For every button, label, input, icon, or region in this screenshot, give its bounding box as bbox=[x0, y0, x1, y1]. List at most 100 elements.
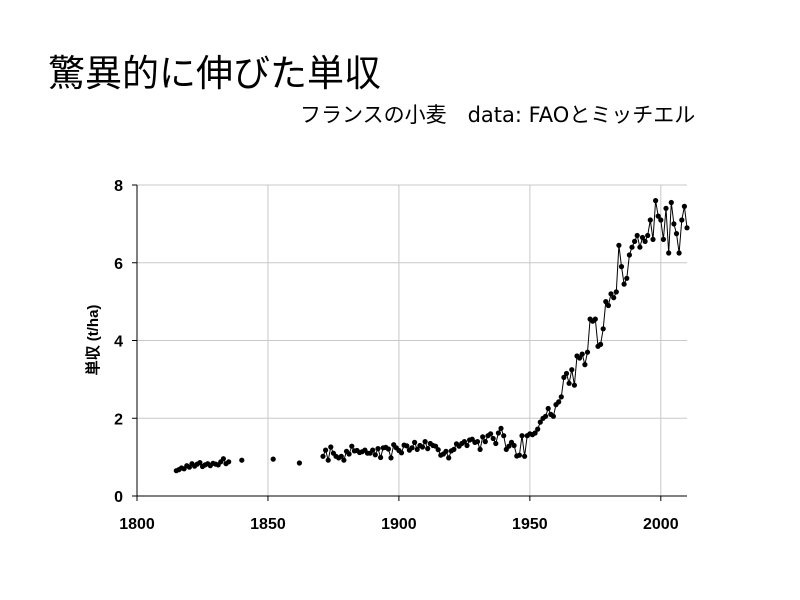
data-point bbox=[404, 443, 410, 449]
data-point bbox=[535, 426, 541, 432]
data-points bbox=[173, 198, 690, 474]
data-point bbox=[226, 459, 232, 465]
data-point bbox=[613, 289, 619, 295]
data-point bbox=[419, 444, 426, 450]
data-point bbox=[480, 434, 486, 440]
data-point bbox=[409, 445, 415, 451]
data-point bbox=[414, 446, 420, 452]
data-point bbox=[370, 447, 376, 453]
chart-subtitle: フランスの小麦 data: FAOとミッチエル bbox=[300, 103, 696, 127]
data-point bbox=[385, 446, 391, 452]
x-tick-label: 1900 bbox=[381, 516, 417, 533]
data-point bbox=[328, 444, 334, 450]
data-point bbox=[618, 264, 625, 270]
data-point bbox=[488, 431, 494, 437]
series-line bbox=[322, 200, 688, 462]
data-point bbox=[532, 430, 538, 436]
data-point bbox=[477, 446, 483, 452]
data-point bbox=[461, 439, 467, 445]
data-point bbox=[197, 460, 203, 466]
data-point bbox=[270, 456, 276, 462]
data-point bbox=[412, 439, 418, 445]
data-point bbox=[611, 295, 617, 301]
data-point bbox=[220, 456, 226, 462]
series-line-group bbox=[176, 200, 688, 472]
data-point bbox=[577, 355, 583, 361]
data-point bbox=[320, 453, 326, 459]
data-point bbox=[558, 394, 564, 400]
data-point bbox=[681, 203, 688, 209]
data-point bbox=[650, 236, 656, 242]
data-point bbox=[422, 439, 428, 445]
data-point bbox=[637, 244, 643, 250]
data-point bbox=[668, 199, 674, 206]
data-point bbox=[519, 433, 525, 439]
gridlines bbox=[137, 184, 687, 496]
data-point bbox=[493, 440, 499, 447]
data-point bbox=[511, 442, 517, 449]
data-point bbox=[543, 413, 549, 419]
data-point bbox=[556, 399, 562, 405]
data-point bbox=[571, 382, 578, 388]
data-point bbox=[346, 451, 352, 457]
data-point bbox=[671, 221, 677, 227]
data-point bbox=[239, 457, 245, 463]
data-point bbox=[464, 442, 470, 449]
data-point bbox=[626, 252, 633, 258]
data-point bbox=[375, 446, 381, 452]
data-point bbox=[653, 198, 659, 204]
data-point bbox=[608, 291, 614, 297]
data-point bbox=[684, 225, 690, 231]
data-point bbox=[592, 316, 598, 322]
data-point bbox=[349, 443, 355, 449]
data-point bbox=[545, 405, 551, 412]
data-point bbox=[522, 453, 528, 459]
y-tick-label: 8 bbox=[114, 178, 123, 195]
data-point bbox=[658, 217, 664, 223]
data-point bbox=[676, 250, 682, 256]
data-point bbox=[566, 380, 572, 386]
data-point bbox=[605, 302, 612, 309]
data-point bbox=[598, 341, 604, 347]
data-point bbox=[645, 232, 651, 239]
data-point bbox=[642, 238, 648, 244]
data-point bbox=[624, 275, 630, 281]
data-point bbox=[474, 439, 481, 445]
data-point bbox=[443, 448, 449, 454]
data-point bbox=[655, 213, 661, 219]
data-point bbox=[516, 452, 523, 458]
data-point bbox=[498, 425, 504, 431]
y-tick-label: 6 bbox=[114, 256, 123, 273]
y-tick-label: 0 bbox=[114, 489, 123, 506]
data-point bbox=[451, 446, 457, 452]
chart-title: 驚異的に伸びた単収 bbox=[48, 52, 381, 95]
data-point bbox=[446, 455, 452, 461]
data-point bbox=[563, 370, 570, 377]
data-point bbox=[398, 450, 405, 456]
data-point bbox=[495, 430, 501, 436]
data-point bbox=[663, 205, 669, 211]
data-point bbox=[325, 457, 331, 463]
data-point bbox=[341, 457, 347, 463]
data-point bbox=[584, 349, 591, 355]
data-point bbox=[569, 367, 575, 373]
data-point bbox=[435, 447, 441, 453]
data-point bbox=[425, 446, 431, 452]
data-point bbox=[506, 443, 512, 449]
x-tick-label: 1850 bbox=[250, 516, 286, 533]
y-tick-label: 4 bbox=[114, 334, 123, 351]
x-tick-label: 2000 bbox=[643, 516, 679, 533]
data-point bbox=[660, 236, 667, 242]
x-tick-label: 1950 bbox=[512, 516, 548, 533]
data-point bbox=[482, 439, 488, 445]
data-point bbox=[579, 351, 585, 357]
data-point bbox=[647, 217, 653, 223]
data-point bbox=[632, 238, 638, 244]
data-point bbox=[679, 217, 685, 223]
data-point bbox=[673, 231, 680, 237]
data-point bbox=[388, 455, 394, 461]
x-tick-label: 1800 bbox=[119, 516, 155, 533]
data-point bbox=[582, 362, 588, 368]
data-point bbox=[629, 244, 635, 250]
